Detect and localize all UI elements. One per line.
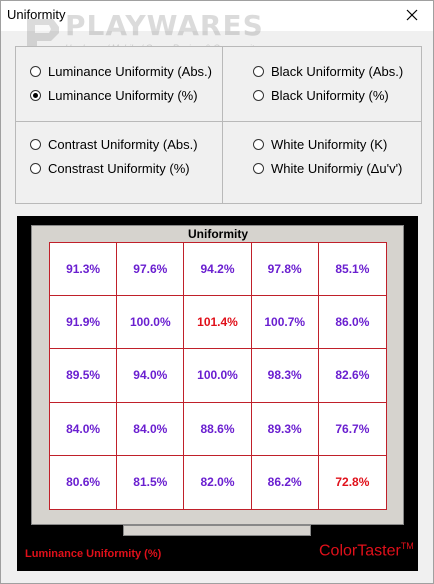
window-title: Uniformity [7, 7, 66, 22]
grid-cell: 82.0% [184, 455, 252, 509]
grid-cell: 94.2% [184, 243, 252, 297]
grid-cell: 84.0% [117, 402, 185, 456]
grid-cell: 89.3% [251, 402, 319, 456]
grid-cell: 76.7% [318, 403, 386, 456]
radio-contrast-percent[interactable]: Constrast Uniformity (%) [30, 161, 190, 176]
radio-label: Black Uniformity (Abs.) [271, 64, 404, 79]
radio-luminance-abs[interactable]: Luminance Uniformity (Abs.) [30, 64, 212, 79]
panel-divider-horizontal [16, 121, 421, 122]
grid-cell: 72.8% [335, 475, 370, 490]
mode-label: Luminance Uniformity (%) [25, 548, 162, 560]
grid-cell: 97.8% [251, 243, 319, 297]
radio-button-icon [253, 139, 264, 150]
radio-luminance-percent[interactable]: Luminance Uniformity (%) [30, 88, 198, 103]
radio-label: Luminance Uniformity (Abs.) [48, 64, 212, 79]
grid-cell: 94.0% [117, 349, 185, 403]
radio-black-abs[interactable]: Black Uniformity (Abs.) [253, 64, 403, 79]
radio-label: Luminance Uniformity (%) [48, 88, 198, 103]
radio-button-icon [253, 66, 264, 77]
radio-white-duv[interactable]: White Uniformiy (Δu'v') [253, 161, 402, 176]
grid-cell: 100.0% [184, 349, 252, 403]
grid-cell: 80.6% [50, 455, 118, 509]
grid-cell: 81.5% [117, 455, 185, 509]
radio-button-icon [30, 66, 41, 77]
radio-white-k[interactable]: White Uniformity (K) [253, 137, 387, 152]
radio-label: Contrast Uniformity (Abs.) [48, 137, 198, 152]
brand-logo: ColorTasterTM [319, 541, 414, 560]
grid-cell: 100.7% [251, 296, 319, 350]
grid-cell: 101.4% [184, 296, 252, 350]
radio-button-icon [253, 90, 264, 101]
grid-cell: 84.0% [50, 402, 118, 456]
options-panel: Luminance Uniformity (Abs.) Luminance Un… [15, 46, 422, 204]
radio-button-icon [253, 163, 264, 174]
grid-cell: 98.3% [251, 349, 319, 403]
title-bar: Uniformity [1, 1, 433, 31]
grid-cell: 82.6% [318, 349, 386, 403]
uniformity-grid: 91.3% 97.6% 94.2% 97.8% 85.1% 91.9% 100.0% 101.… [49, 242, 387, 510]
grid-title: Uniformity [188, 227, 248, 241]
radio-label: Constrast Uniformity (%) [48, 161, 190, 176]
grid-cell: 86.2% [252, 455, 319, 509]
radio-button-icon [30, 139, 41, 150]
radio-black-percent[interactable]: Black Uniformity (%) [253, 88, 389, 103]
radio-label: White Uniformiy (Δu'v') [271, 161, 403, 176]
close-button[interactable] [401, 4, 423, 26]
radio-selected-icon [30, 90, 41, 101]
grid-cell: 100.0% [117, 296, 185, 350]
brand-trademark: TM [400, 541, 414, 551]
radio-label: Black Uniformity (%) [271, 88, 389, 103]
grid-cell: 88.6% [184, 402, 252, 456]
monitor-stand [123, 525, 311, 536]
radio-button-icon [30, 163, 41, 174]
grid-cell: 97.6% [117, 243, 185, 297]
grid-cell: 91.9% [50, 296, 118, 350]
grid-cell: 89.5% [50, 349, 118, 403]
grid-cell: 91.3% [50, 243, 118, 297]
radio-label: White Uniformity (K) [271, 137, 388, 152]
grid-cell: 85.1% [318, 243, 386, 297]
panel-divider-vertical [222, 47, 223, 203]
radio-contrast-abs[interactable]: Contrast Uniformity (Abs.) [30, 137, 198, 152]
close-icon [406, 9, 418, 21]
grid-cell: 86.0% [318, 296, 386, 350]
brand-name: ColorTaster [319, 542, 401, 560]
